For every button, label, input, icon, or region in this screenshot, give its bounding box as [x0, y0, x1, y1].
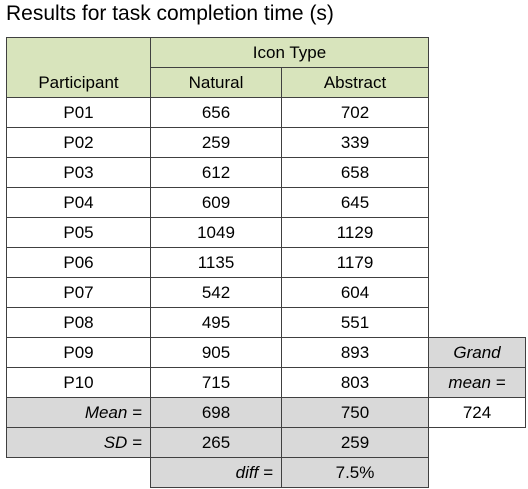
participant-id: P06: [6, 247, 151, 278]
diff-label: diff =: [150, 457, 282, 488]
table-title: Results for task completion time (s): [6, 2, 334, 25]
time-value: 645: [281, 187, 429, 218]
time-value: 1179: [281, 247, 429, 278]
time-value: 1049: [150, 217, 282, 248]
participant-id: P04: [6, 187, 151, 218]
sd-label: SD =: [6, 427, 151, 458]
mean-value: 698: [150, 397, 282, 428]
time-value: 551: [281, 307, 429, 338]
participant-id: P05: [6, 217, 151, 248]
grand-mean-label: mean =: [428, 367, 526, 398]
sd-value: 265: [150, 427, 282, 458]
mean-label: Mean =: [6, 397, 151, 428]
column-header: Participant: [6, 37, 151, 98]
time-value: 803: [281, 367, 429, 398]
time-value: 658: [281, 157, 429, 188]
time-value: 495: [150, 307, 282, 338]
participant-id: P10: [6, 367, 151, 398]
time-value: 905: [150, 337, 282, 368]
time-value: 339: [281, 127, 429, 158]
participant-id: P02: [6, 127, 151, 158]
grand-mean-value: 724: [428, 397, 526, 428]
time-value: 715: [150, 367, 282, 398]
column-header: Natural: [150, 67, 282, 98]
diff-value: 7.5%: [281, 457, 429, 488]
time-value: 542: [150, 277, 282, 308]
group-header: Icon Type: [150, 37, 429, 68]
time-value: 259: [150, 127, 282, 158]
grand-mean-label: Grand: [428, 337, 526, 368]
time-value: 1129: [281, 217, 429, 248]
participant-id: P01: [6, 97, 151, 128]
mean-value: 750: [281, 397, 429, 428]
time-value: 893: [281, 337, 429, 368]
time-value: 604: [281, 277, 429, 308]
time-value: 702: [281, 97, 429, 128]
time-value: 656: [150, 97, 282, 128]
column-header: Abstract: [281, 67, 429, 98]
participant-id: P03: [6, 157, 151, 188]
participant-id: P07: [6, 277, 151, 308]
sd-value: 259: [281, 427, 429, 458]
time-value: 1135: [150, 247, 282, 278]
time-value: 609: [150, 187, 282, 218]
time-value: 612: [150, 157, 282, 188]
participant-id: P09: [6, 337, 151, 368]
participant-id: P08: [6, 307, 151, 338]
